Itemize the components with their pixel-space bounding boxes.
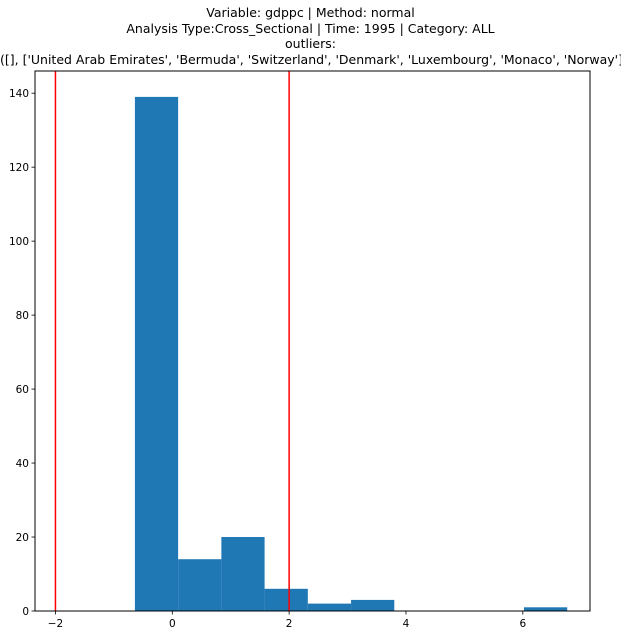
y-axis: 0 20 40 60 80 100 120 140	[9, 88, 35, 618]
title-line-4: ([], ['United Arab Emirates', 'Bermuda',…	[0, 51, 621, 67]
x-tick-label-3: 4	[403, 618, 410, 630]
y-tick-label-1: 20	[16, 532, 29, 544]
histogram-bar-5	[351, 599, 395, 611]
histogram-bar-9	[523, 607, 568, 611]
plot-frame	[34, 70, 591, 612]
y-tick-label-0: 0	[22, 606, 29, 618]
y-tick-label-7: 140	[9, 88, 29, 100]
histogram-bars	[134, 96, 568, 612]
title-line-2: Analysis Type:Cross_Sectional | Time: 19…	[126, 20, 495, 36]
y-tick-label-2: 40	[16, 458, 29, 470]
title-line-1: Variable: gdppc | Method: normal	[206, 5, 415, 20]
x-axis: −2 0 2 4 6	[48, 611, 526, 630]
y-tick-label-5: 100	[9, 236, 29, 248]
histogram-bar-2	[221, 537, 265, 611]
y-tick-label-6: 120	[9, 162, 29, 174]
chart-title: Variable: gdppc | Method: normal Analysi…	[0, 5, 621, 67]
histogram-bar-0	[134, 96, 179, 612]
x-tick-label-0: −2	[48, 618, 63, 630]
x-tick-label-4: 6	[519, 618, 526, 630]
y-tick-label-4: 80	[16, 310, 29, 322]
x-tick-label-1: 0	[169, 618, 176, 630]
histogram-bar-3	[264, 588, 308, 611]
histogram-bar-4	[307, 603, 352, 611]
histogram-bar-1	[178, 559, 222, 611]
title-line-3: outliers:	[285, 36, 336, 51]
y-tick-label-3: 60	[16, 384, 29, 396]
x-tick-label-2: 2	[286, 618, 293, 630]
threshold-lines	[54, 71, 290, 611]
